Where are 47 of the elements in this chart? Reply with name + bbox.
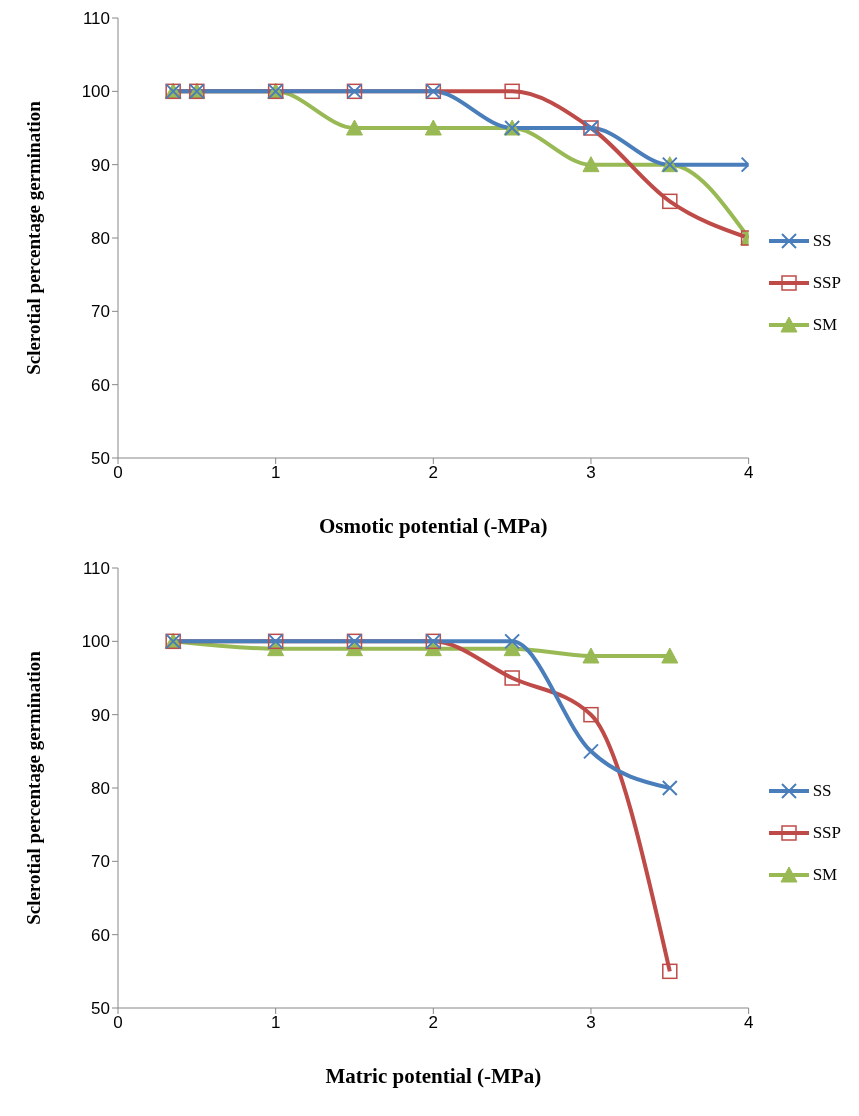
y-tick-label: 60 (91, 925, 110, 945)
point (583, 706, 599, 723)
x-tick-label: 0 (113, 463, 123, 483)
y-tick-label: 80 (91, 229, 110, 249)
y-tick-label: 100 (81, 82, 110, 102)
point (503, 640, 521, 657)
x-tick-label: 2 (428, 463, 439, 483)
x-tick-label: 4 (743, 463, 754, 483)
y-tick-label: 100 (81, 632, 110, 652)
y-tick-label: 70 (91, 302, 110, 322)
y-tick-label: 60 (91, 375, 110, 395)
x-tick-label: 4 (743, 1013, 754, 1033)
x-tick-label: 0 (113, 1013, 123, 1033)
legend-label: SM (812, 315, 838, 335)
legend-label: SS (812, 781, 832, 801)
legend-label: SM (812, 865, 838, 885)
x-tick-label: 3 (586, 463, 596, 483)
x-tick-label: 3 (586, 1013, 596, 1033)
x-tick-label: 1 (270, 463, 281, 483)
point (504, 670, 520, 686)
x-tick-label: 1 (270, 1013, 281, 1033)
y-tick-label: 110 (82, 9, 110, 29)
legend-label: SSP (812, 823, 841, 843)
point (424, 119, 442, 136)
point (661, 780, 678, 796)
point (661, 647, 679, 664)
legend-label: SSP (812, 273, 841, 293)
y-tick-label: 80 (91, 779, 110, 799)
point (662, 193, 678, 210)
point (582, 647, 600, 664)
y-tick-label: 90 (91, 705, 110, 725)
y-tick-label: 50 (91, 999, 110, 1019)
point (504, 633, 521, 650)
y-axis-title: Sclerotial percentage germination (22, 650, 44, 925)
x-axis-title: Osmotic potential (-MPa) (319, 514, 548, 538)
point (662, 963, 678, 980)
y-axis-title: Sclerotial percentage germination (22, 100, 44, 375)
point (582, 156, 600, 173)
x-tick-label: 2 (428, 1013, 439, 1033)
point (504, 83, 520, 100)
y-tick-label: 70 (91, 852, 110, 872)
point (345, 119, 363, 136)
y-tick-label: 90 (91, 155, 110, 175)
y-tick-label: 50 (91, 449, 110, 469)
y-tick-label: 110 (82, 559, 110, 579)
x-axis-title: Matric potential (-MPa) (325, 1064, 542, 1088)
legend-label: SS (812, 231, 832, 251)
